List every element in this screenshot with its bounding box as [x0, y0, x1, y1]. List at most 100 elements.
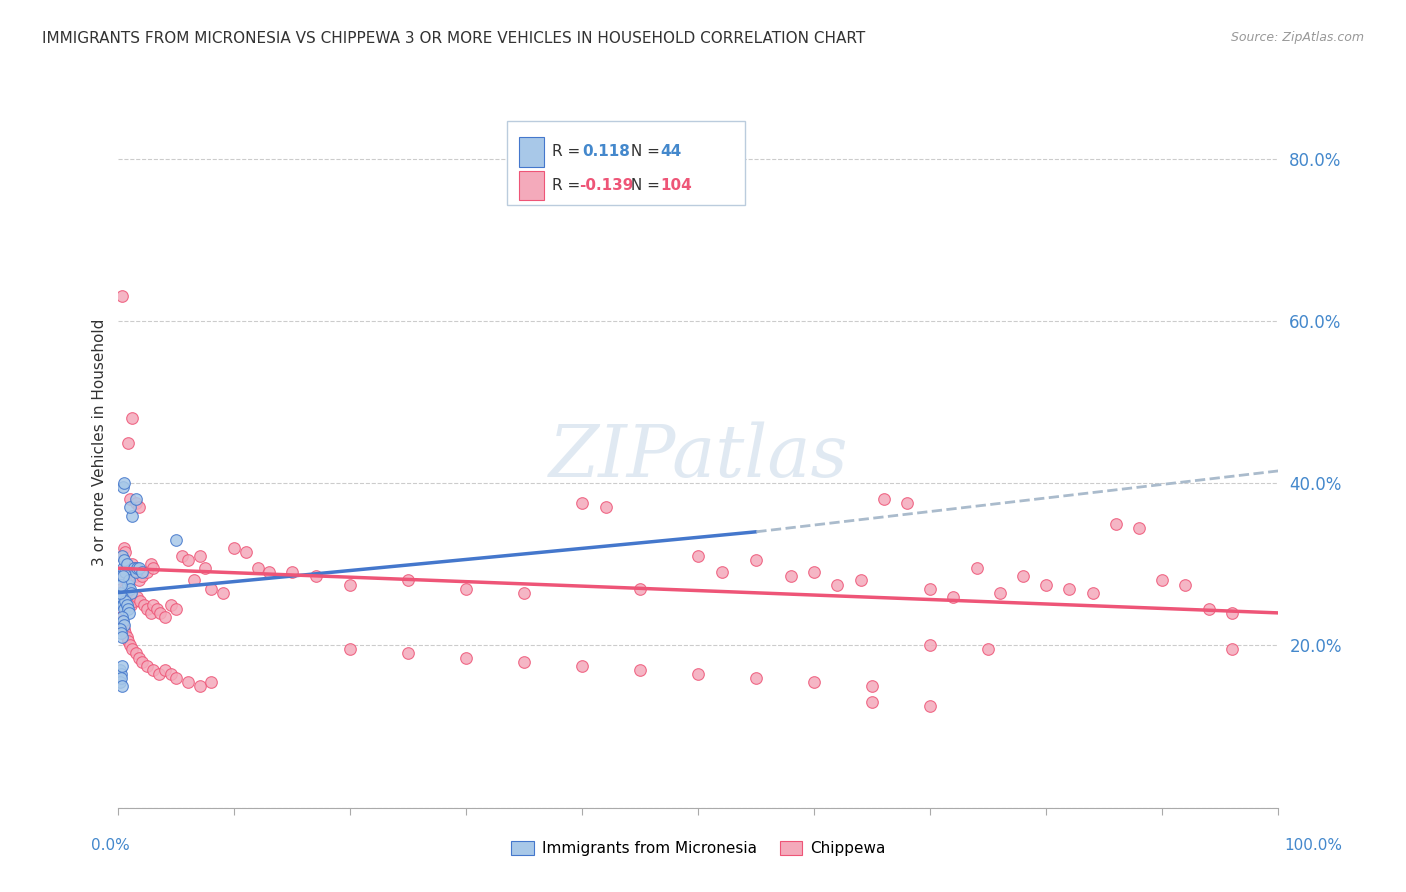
Point: [118, 606, 141, 620]
Point: [112, 622, 135, 636]
Point: [114, 593, 136, 607]
Point: [456, 650, 478, 665]
Point: [988, 585, 1011, 599]
Point: [115, 590, 138, 604]
Point: [111, 679, 134, 693]
Point: [688, 549, 710, 563]
Point: [124, 561, 146, 575]
Point: [118, 561, 141, 575]
Point: [304, 569, 326, 583]
Point: [125, 496, 148, 510]
Point: [177, 674, 200, 689]
Point: [339, 642, 361, 657]
Point: [112, 561, 135, 575]
Point: [571, 658, 593, 673]
Point: [194, 561, 217, 575]
Point: [111, 658, 134, 673]
Text: 104: 104: [659, 178, 692, 193]
Text: R =: R =: [553, 145, 585, 160]
Point: [110, 610, 132, 624]
Point: [153, 663, 176, 677]
Text: R =: R =: [553, 178, 585, 193]
Point: [115, 630, 138, 644]
Point: [165, 602, 187, 616]
Point: [172, 549, 194, 563]
Point: [1174, 577, 1197, 591]
Point: [121, 642, 143, 657]
Point: [131, 566, 153, 580]
Point: [1152, 574, 1174, 588]
Point: [1128, 521, 1150, 535]
Point: [118, 500, 141, 515]
Point: [111, 590, 134, 604]
Point: [211, 585, 233, 599]
Point: [111, 630, 134, 644]
Point: [246, 561, 269, 575]
Point: [120, 598, 142, 612]
Point: [108, 622, 131, 636]
Text: 0.0%: 0.0%: [91, 838, 131, 853]
Point: [110, 569, 132, 583]
Point: [977, 642, 1000, 657]
Point: [920, 699, 942, 714]
Text: N =: N =: [627, 178, 665, 193]
Point: [1035, 577, 1057, 591]
Point: [110, 593, 132, 607]
Point: [118, 593, 141, 607]
Point: [117, 435, 139, 450]
Point: [112, 598, 135, 612]
Point: [108, 585, 131, 599]
Point: [200, 582, 222, 596]
Point: [112, 602, 135, 616]
Point: [122, 593, 145, 607]
Text: 44: 44: [659, 145, 682, 160]
Text: Source: ZipAtlas.com: Source: ZipAtlas.com: [1230, 31, 1364, 45]
Point: [136, 658, 159, 673]
Point: [595, 500, 617, 515]
Point: [112, 541, 135, 555]
Point: [112, 476, 135, 491]
Point: [1220, 642, 1243, 657]
Point: [159, 666, 181, 681]
Point: [136, 602, 159, 616]
Point: [513, 585, 536, 599]
Point: [628, 582, 651, 596]
Point: [165, 671, 187, 685]
Point: [281, 566, 304, 580]
Text: -0.139: -0.139: [579, 178, 633, 193]
Point: [139, 558, 162, 572]
Point: [513, 655, 536, 669]
Point: [200, 674, 222, 689]
Point: [920, 638, 942, 652]
Point: [780, 569, 803, 583]
Point: [1081, 585, 1104, 599]
Point: [132, 598, 155, 612]
Point: [688, 666, 710, 681]
Point: [112, 569, 135, 583]
Point: [117, 602, 139, 616]
Point: [128, 574, 150, 588]
Point: [142, 598, 165, 612]
Point: [111, 549, 134, 563]
Text: 100.0%: 100.0%: [1285, 838, 1343, 853]
Point: [1198, 602, 1220, 616]
Point: [896, 496, 918, 510]
Point: [131, 569, 153, 583]
Point: [165, 533, 187, 547]
Point: [136, 566, 159, 580]
Point: [118, 638, 141, 652]
Text: N =: N =: [627, 145, 665, 160]
Point: [112, 553, 135, 567]
Point: [111, 289, 134, 303]
FancyBboxPatch shape: [519, 171, 544, 200]
Point: [112, 618, 135, 632]
Y-axis label: 3 or more Vehicles in Household: 3 or more Vehicles in Household: [93, 318, 107, 566]
Point: [128, 650, 150, 665]
Point: [710, 566, 733, 580]
Text: 0.118: 0.118: [582, 145, 630, 160]
Point: [745, 671, 768, 685]
Point: [257, 566, 280, 580]
Point: [159, 598, 181, 612]
Point: [121, 508, 143, 523]
Point: [125, 566, 148, 580]
